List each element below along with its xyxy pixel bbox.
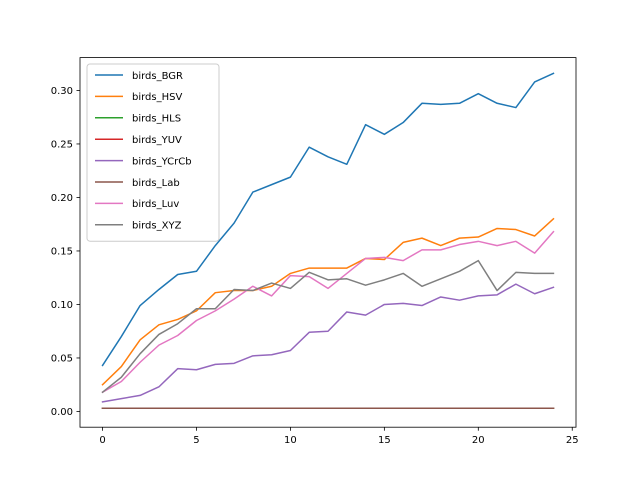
y-tick-label: 0.30 — [51, 86, 73, 97]
legend-label-birds_XYZ: birds_XYZ — [132, 221, 182, 232]
x-tick-label: 20 — [472, 435, 485, 446]
series-line-birds_Luv — [101, 230, 555, 394]
y-tick-label: 0.00 — [51, 407, 73, 418]
legend-label-birds_HSV: birds_HSV — [132, 92, 182, 103]
y-tick-label: 0.15 — [51, 247, 73, 258]
x-tick-label: 10 — [284, 435, 297, 446]
series-line-birds_YCrCb — [101, 283, 555, 403]
legend-label-birds_Lab: birds_Lab — [132, 178, 180, 189]
x-axis: 0 5 10 15 20 25 — [99, 427, 579, 446]
y-tick-label: 0.05 — [51, 354, 73, 365]
x-tick-label: 15 — [378, 435, 391, 446]
series-line-birds_HSV — [101, 217, 555, 386]
legend-label-birds_YUV: birds_YUV — [132, 135, 182, 146]
x-tick-label: 5 — [193, 435, 199, 446]
y-tick-label: 0.20 — [51, 193, 73, 204]
legend-label-birds_YCrCb: birds_YCrCb — [132, 156, 192, 167]
y-axis: 0.00 0.05 0.10 0.15 0.20 0.25 0.30 — [51, 86, 80, 418]
y-tick-label: 0.25 — [51, 140, 73, 151]
series-layer — [101, 72, 555, 410]
x-tick-label: 25 — [566, 435, 579, 446]
plot-frame — [79, 57, 577, 428]
series-line-birds_BGR — [101, 72, 555, 367]
legend-box — [86, 63, 220, 242]
series-line-birds_XYZ — [101, 259, 555, 394]
y-tick-label: 0.10 — [51, 300, 73, 311]
legend-label-birds_HLS: birds_HLS — [132, 114, 181, 125]
x-tick-label: 0 — [99, 435, 105, 446]
legend-label-birds_Luv: birds_Luv — [132, 199, 179, 210]
legend-label-birds_BGR: birds_BGR — [132, 71, 183, 82]
legend: birds_BGR birds_HSV birds_HLS birds_YUVbird… — [86, 63, 220, 242]
